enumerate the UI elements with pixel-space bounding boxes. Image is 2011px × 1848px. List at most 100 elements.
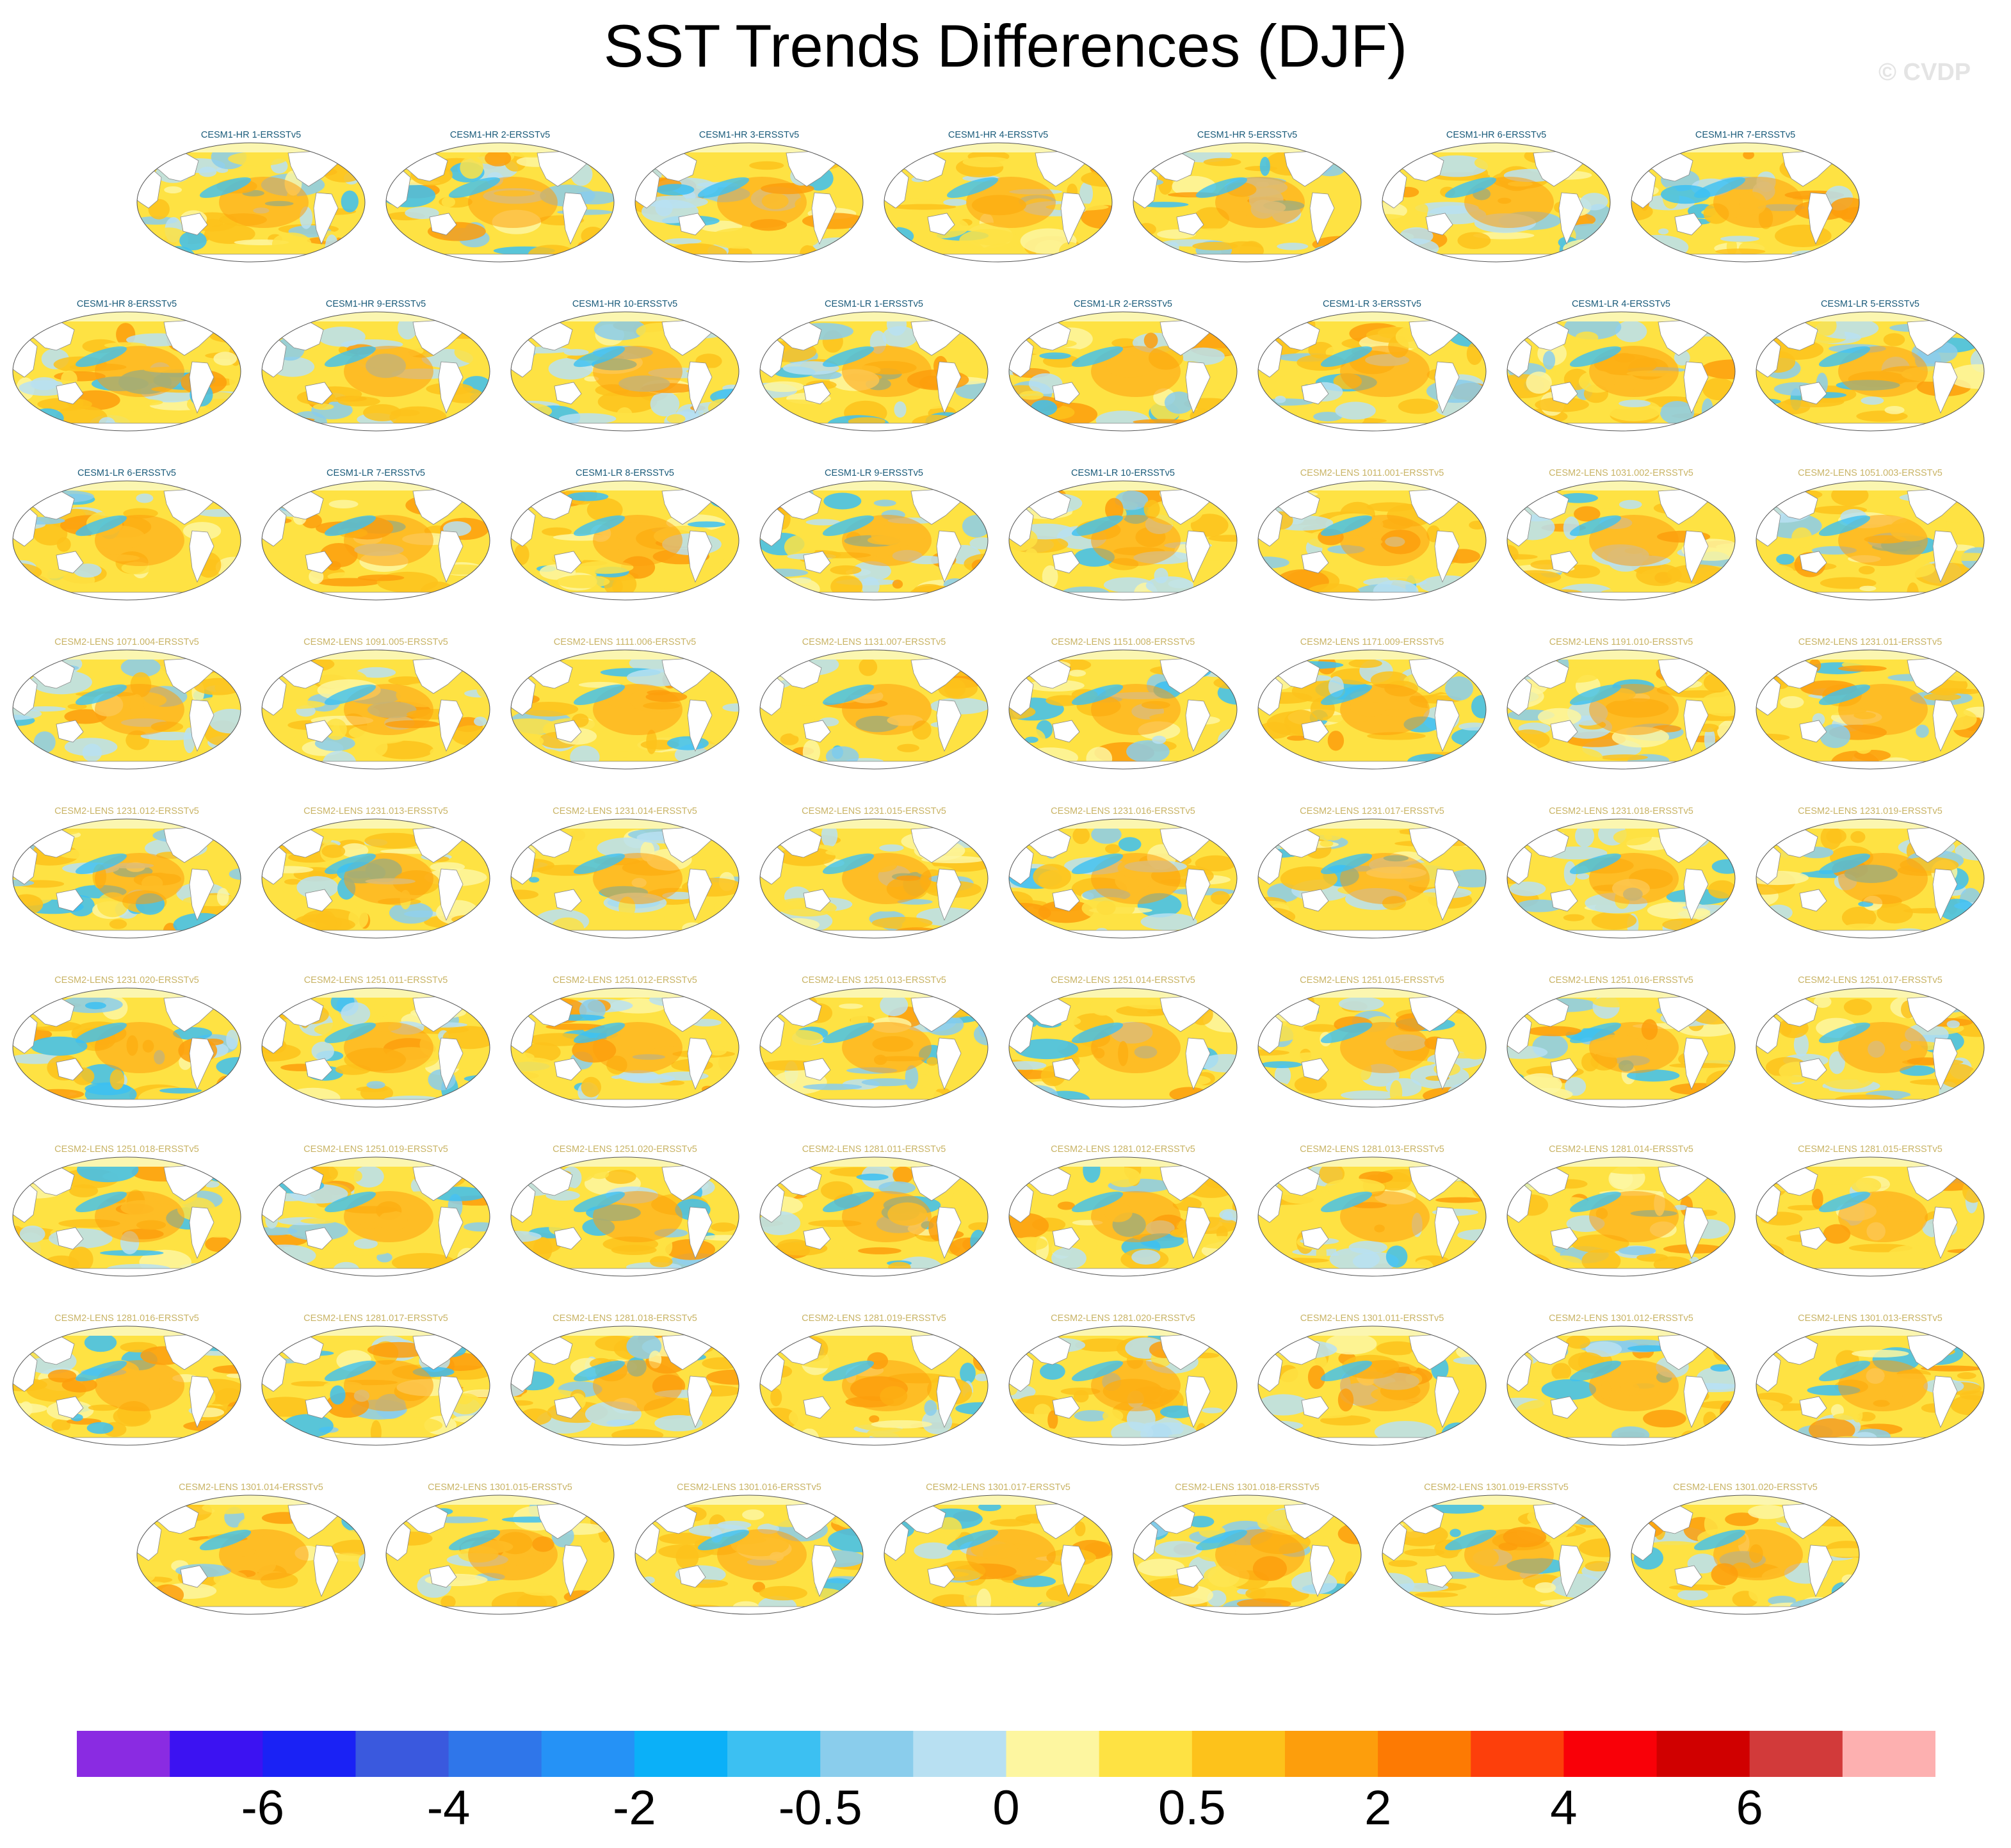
south-america-landmass [1185, 1037, 1211, 1090]
arctic-band [511, 312, 739, 321]
australia-landmass [305, 720, 333, 743]
trend-patch [1081, 249, 1112, 261]
arctic-band [1258, 481, 1486, 490]
trend-patch [1009, 1426, 1029, 1434]
trend-patch [1115, 490, 1149, 510]
trend-patch [702, 1357, 739, 1370]
panel-label: CESM2-LENS 1281.015-ERSSTv5 [1798, 1144, 1942, 1155]
trend-patch [30, 377, 58, 391]
trend-patch [1457, 232, 1491, 249]
trend-patch [1340, 1022, 1430, 1073]
map-panel: CESM1-HR 2-ERSSTv5 [380, 130, 620, 296]
trend-patch [892, 204, 957, 210]
trend-patch [469, 1522, 489, 1530]
trend-patch [30, 408, 64, 428]
trend-patch [30, 1036, 88, 1056]
panel-label: CESM1-HR 6-ERSSTv5 [1446, 130, 1547, 140]
panel-label: CESM2-LENS 1231.013-ERSSTv5 [303, 806, 448, 816]
trend-patch [13, 581, 21, 591]
trend-patch [1074, 1521, 1086, 1537]
trend-patch [1335, 401, 1376, 420]
trend-patch [1102, 1409, 1124, 1423]
trend-patch [1619, 1246, 1656, 1256]
trend-patch [1508, 570, 1562, 585]
panel-label: CESM1-HR 4-ERSSTv5 [948, 130, 1049, 140]
trend-patch [1461, 1205, 1486, 1222]
map-panel: CESM1-HR 5-ERSSTv5 [1127, 130, 1368, 296]
map-panel: CESM2-LENS 1281.016-ERSSTv5 [6, 1313, 247, 1480]
trend-patch [13, 1053, 63, 1064]
trend-patch [1320, 1022, 1373, 1044]
panel-label: CESM2-LENS 1071.004-ERSSTv5 [54, 637, 199, 647]
trend-patch [1673, 1204, 1688, 1210]
trend-patch [842, 1022, 932, 1073]
trend-patch [73, 563, 102, 578]
south-america-landmass [811, 1544, 837, 1598]
trend-patch [1855, 740, 1873, 754]
trend-patch [1516, 899, 1563, 912]
australia-landmass [678, 213, 706, 236]
trend-patch [1439, 421, 1486, 428]
panel-label: CESM1-HR 9-ERSSTv5 [325, 299, 426, 309]
trend-patch [1320, 853, 1373, 875]
trend-patch [1313, 412, 1343, 422]
trend-patch [1143, 499, 1160, 519]
map-outline [1008, 1325, 1238, 1446]
south-america-landmass [1807, 1544, 1833, 1598]
trend-patch [856, 1173, 889, 1181]
map-outline [1133, 142, 1362, 263]
trend-patch [1574, 506, 1601, 522]
trend-patch [828, 1605, 852, 1611]
map-panel: CESM2-LENS 1301.017-ERSSTv5 [878, 1482, 1119, 1649]
trend-patch [959, 229, 1020, 251]
trend-patch [344, 1191, 433, 1242]
trend-patch [511, 1057, 560, 1083]
trend-patch [1304, 1024, 1339, 1032]
map-outline [1008, 649, 1238, 770]
trend-patch [1710, 1364, 1731, 1372]
map-panel: CESM1-LR 2-ERSSTv5 [1003, 299, 1243, 466]
south-america-landmass [1932, 699, 1958, 752]
panel-label: CESM2-LENS 1281.016-ERSSTv5 [54, 1313, 199, 1324]
trend-patch [350, 1170, 362, 1182]
trend-patch [1715, 248, 1766, 255]
trend-patch [1589, 515, 1679, 566]
trend-patch [1021, 553, 1033, 572]
map-outline [759, 1325, 989, 1446]
map-svg [759, 480, 989, 601]
trend-patch [1756, 717, 1781, 725]
trend-patch [596, 1602, 609, 1614]
arctic-band [511, 988, 739, 998]
trend-patch [1320, 1360, 1373, 1382]
colorbar-swatch [262, 1731, 357, 1777]
trend-patch [1203, 158, 1241, 166]
trend-patch [884, 236, 901, 257]
trend-patch [882, 326, 918, 348]
trend-patch [1466, 343, 1483, 365]
map-panel: CESM2-LENS 1301.014-ERSSTv5 [131, 1482, 371, 1649]
trend-patch [321, 845, 346, 858]
trend-patch [966, 1529, 1056, 1580]
south-america-landmass [438, 361, 464, 414]
south-america-landmass [1683, 1037, 1709, 1090]
trend-patch [760, 312, 781, 337]
australia-landmass [554, 889, 582, 912]
south-america-landmass [189, 1375, 214, 1429]
trend-patch [1464, 177, 1554, 228]
map-svg [1506, 649, 1736, 770]
trend-patch [842, 515, 932, 566]
map-outline [1756, 311, 1985, 432]
map-outline [510, 818, 739, 939]
trend-patch [1868, 492, 1896, 498]
map-outline [1008, 480, 1238, 601]
arctic-band [1133, 143, 1361, 152]
colorbar-swatch [634, 1731, 728, 1777]
trend-patch [19, 1226, 45, 1243]
panel-label: CESM2-LENS 1301.014-ERSSTv5 [179, 1482, 323, 1493]
map-panel: CESM1-LR 7-ERSSTv5 [255, 468, 496, 635]
trend-patch [1091, 684, 1181, 735]
trend-patch [972, 907, 987, 932]
south-america-landmass [687, 361, 713, 414]
trend-patch [1105, 498, 1124, 521]
trend-patch [556, 574, 610, 588]
